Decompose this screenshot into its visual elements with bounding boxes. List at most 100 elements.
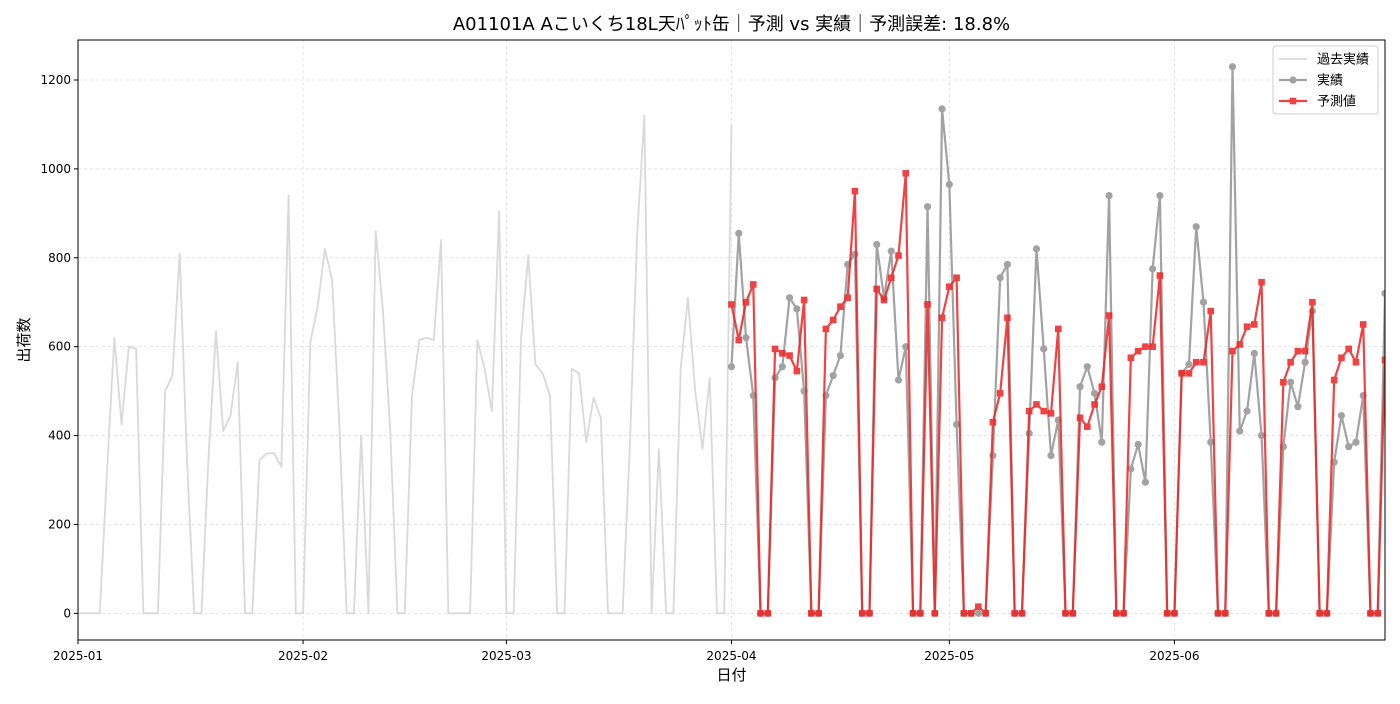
data-point-forecast bbox=[1272, 610, 1280, 617]
data-point-forecast bbox=[1011, 610, 1018, 617]
data-point-forecast bbox=[858, 610, 866, 617]
legend-label-actual: 実績 bbox=[1317, 73, 1343, 89]
data-point-forecast bbox=[989, 418, 997, 426]
data-point-actual bbox=[1207, 438, 1215, 446]
data-point-forecast bbox=[1229, 347, 1236, 355]
data-point-forecast bbox=[1221, 610, 1229, 617]
data-point-forecast bbox=[829, 316, 837, 324]
legend-label-history: 過去実績 bbox=[1317, 52, 1369, 68]
data-point-actual bbox=[1192, 223, 1200, 231]
data-point-actual bbox=[989, 451, 997, 460]
data-point-forecast bbox=[728, 301, 735, 308]
data-point-forecast bbox=[844, 294, 851, 302]
series-forecast bbox=[728, 170, 1385, 617]
data-point-forecast bbox=[764, 610, 772, 617]
data-point-forecast bbox=[1156, 272, 1164, 279]
data-point-forecast bbox=[1359, 321, 1367, 328]
data-point-forecast bbox=[1054, 325, 1062, 333]
ticks: 0 200 400 600 800 1000 1200 2025-01 2025-02 2025-… bbox=[40, 73, 1199, 663]
data-point-forecast bbox=[996, 390, 1004, 397]
data-point-forecast bbox=[1309, 298, 1316, 306]
data-point-forecast bbox=[924, 301, 931, 308]
data-point-forecast bbox=[1207, 307, 1215, 315]
y-tick-label: 0 bbox=[63, 606, 71, 620]
data-point-actual bbox=[1345, 443, 1353, 451]
data-point-forecast bbox=[880, 296, 888, 304]
data-point-actual bbox=[1199, 298, 1208, 306]
y-axis-label: 出荷数 bbox=[15, 317, 33, 362]
data-point-forecast bbox=[895, 252, 902, 259]
data-point-actual bbox=[1076, 383, 1084, 391]
data-point-forecast bbox=[800, 296, 808, 304]
legend-label-forecast: 予測値 bbox=[1317, 94, 1356, 110]
data-point-forecast bbox=[1236, 341, 1244, 348]
data-point-actual bbox=[938, 105, 946, 113]
data-point-actual bbox=[1228, 63, 1237, 71]
data-point-forecast bbox=[1134, 347, 1142, 355]
data-point-forecast bbox=[953, 274, 960, 282]
y-tick-label: 400 bbox=[48, 429, 71, 443]
data-point-actual bbox=[1185, 360, 1193, 369]
data-point-forecast bbox=[1192, 358, 1200, 366]
data-point-actual bbox=[1003, 260, 1012, 269]
data-point-forecast bbox=[1294, 347, 1302, 355]
series-layer bbox=[78, 63, 1385, 617]
data-point-actual bbox=[974, 609, 982, 617]
x-tick-label: 2025-05 bbox=[924, 649, 974, 663]
data-point-actual bbox=[894, 376, 903, 384]
data-point-actual bbox=[1287, 378, 1295, 386]
data-point-forecast bbox=[916, 610, 924, 617]
data-point-actual bbox=[778, 363, 786, 371]
data-point-actual bbox=[952, 420, 961, 429]
data-point-forecast bbox=[1069, 610, 1077, 617]
x-tick-label: 2025-04 bbox=[706, 649, 756, 663]
data-point-actual bbox=[1032, 245, 1041, 253]
legend-marker-forecast bbox=[1289, 97, 1297, 105]
data-point-actual bbox=[1127, 465, 1135, 473]
data-point-actual bbox=[1083, 363, 1091, 371]
data-point-forecast bbox=[1265, 610, 1273, 617]
data-point-actual bbox=[1090, 389, 1099, 397]
data-point-actual bbox=[1352, 438, 1360, 446]
legend-swatch-actual bbox=[1279, 76, 1307, 84]
data-point-actual bbox=[1098, 438, 1106, 446]
data-point-forecast bbox=[851, 187, 859, 195]
data-point-forecast bbox=[1120, 610, 1127, 617]
data-point-forecast bbox=[822, 325, 830, 333]
data-point-actual bbox=[1047, 451, 1055, 460]
data-point-actual bbox=[923, 203, 932, 211]
x-tick-label: 2025-06 bbox=[1149, 649, 1199, 663]
data-point-forecast bbox=[909, 610, 917, 617]
data-point-forecast bbox=[1323, 610, 1331, 617]
data-point-forecast bbox=[967, 610, 975, 617]
data-point-forecast bbox=[786, 352, 793, 359]
data-point-forecast bbox=[757, 610, 764, 617]
data-point-actual bbox=[1149, 265, 1157, 273]
x-tick-label: 2025-03 bbox=[481, 649, 531, 663]
data-point-forecast bbox=[1047, 410, 1055, 417]
data-point-forecast bbox=[1258, 278, 1265, 286]
data-point-forecast bbox=[735, 336, 743, 344]
y-tick-label: 600 bbox=[48, 340, 71, 354]
y-tick-label: 1200 bbox=[40, 73, 71, 87]
data-point-forecast bbox=[1345, 345, 1352, 353]
data-point-forecast bbox=[1301, 347, 1309, 355]
data-point-actual bbox=[1156, 191, 1164, 200]
data-point-forecast bbox=[946, 283, 953, 290]
data-point-actual bbox=[1141, 478, 1149, 486]
data-point-actual bbox=[1105, 191, 1113, 200]
data-point-actual bbox=[1381, 289, 1385, 297]
data-point-forecast bbox=[793, 367, 801, 375]
data-point-forecast bbox=[808, 610, 815, 617]
data-point-forecast bbox=[1171, 610, 1178, 617]
data-point-actual bbox=[829, 371, 837, 380]
data-point-forecast bbox=[1098, 383, 1106, 390]
data-point-forecast bbox=[975, 603, 982, 610]
data-point-actual bbox=[887, 247, 895, 255]
y-tick-label: 1000 bbox=[40, 162, 71, 176]
data-point-forecast bbox=[1214, 610, 1222, 617]
data-point-forecast bbox=[1091, 401, 1098, 408]
data-point-forecast bbox=[960, 610, 968, 617]
